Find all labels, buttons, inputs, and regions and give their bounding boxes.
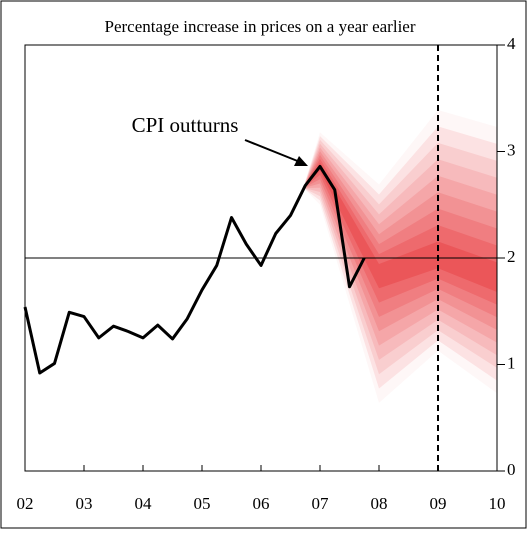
arrow-head [294, 156, 308, 166]
fan-band [305, 162, 497, 292]
x-tick-label: 08 [371, 494, 388, 513]
annotation-arrow [244, 139, 301, 163]
x-tick-label: 07 [312, 494, 330, 513]
chart-title: Percentage increase in prices on a year … [104, 17, 415, 36]
x-tick-label: 09 [430, 494, 447, 513]
x-tick-label: 10 [489, 494, 506, 513]
fan [305, 109, 497, 403]
y-tick-label: 4 [507, 34, 516, 53]
x-tick-label: 05 [194, 494, 211, 513]
cpi-line [23, 164, 366, 375]
x-tick-label: 04 [135, 494, 153, 513]
y-tick-label: 2 [507, 247, 516, 266]
x-tick-label: 02 [17, 494, 34, 513]
plot: 0 1 2 3 4 02 03 04 05 06 07 08 09 10 CPI outturns [17, 34, 517, 513]
annotation: CPI outturns [132, 113, 239, 137]
x-tick-label: 03 [76, 494, 93, 513]
y-tick-label: 3 [507, 140, 516, 159]
y-tick-label: 0 [507, 460, 516, 479]
y-tick-label: 1 [507, 353, 516, 372]
x-tick-label: 06 [253, 494, 270, 513]
